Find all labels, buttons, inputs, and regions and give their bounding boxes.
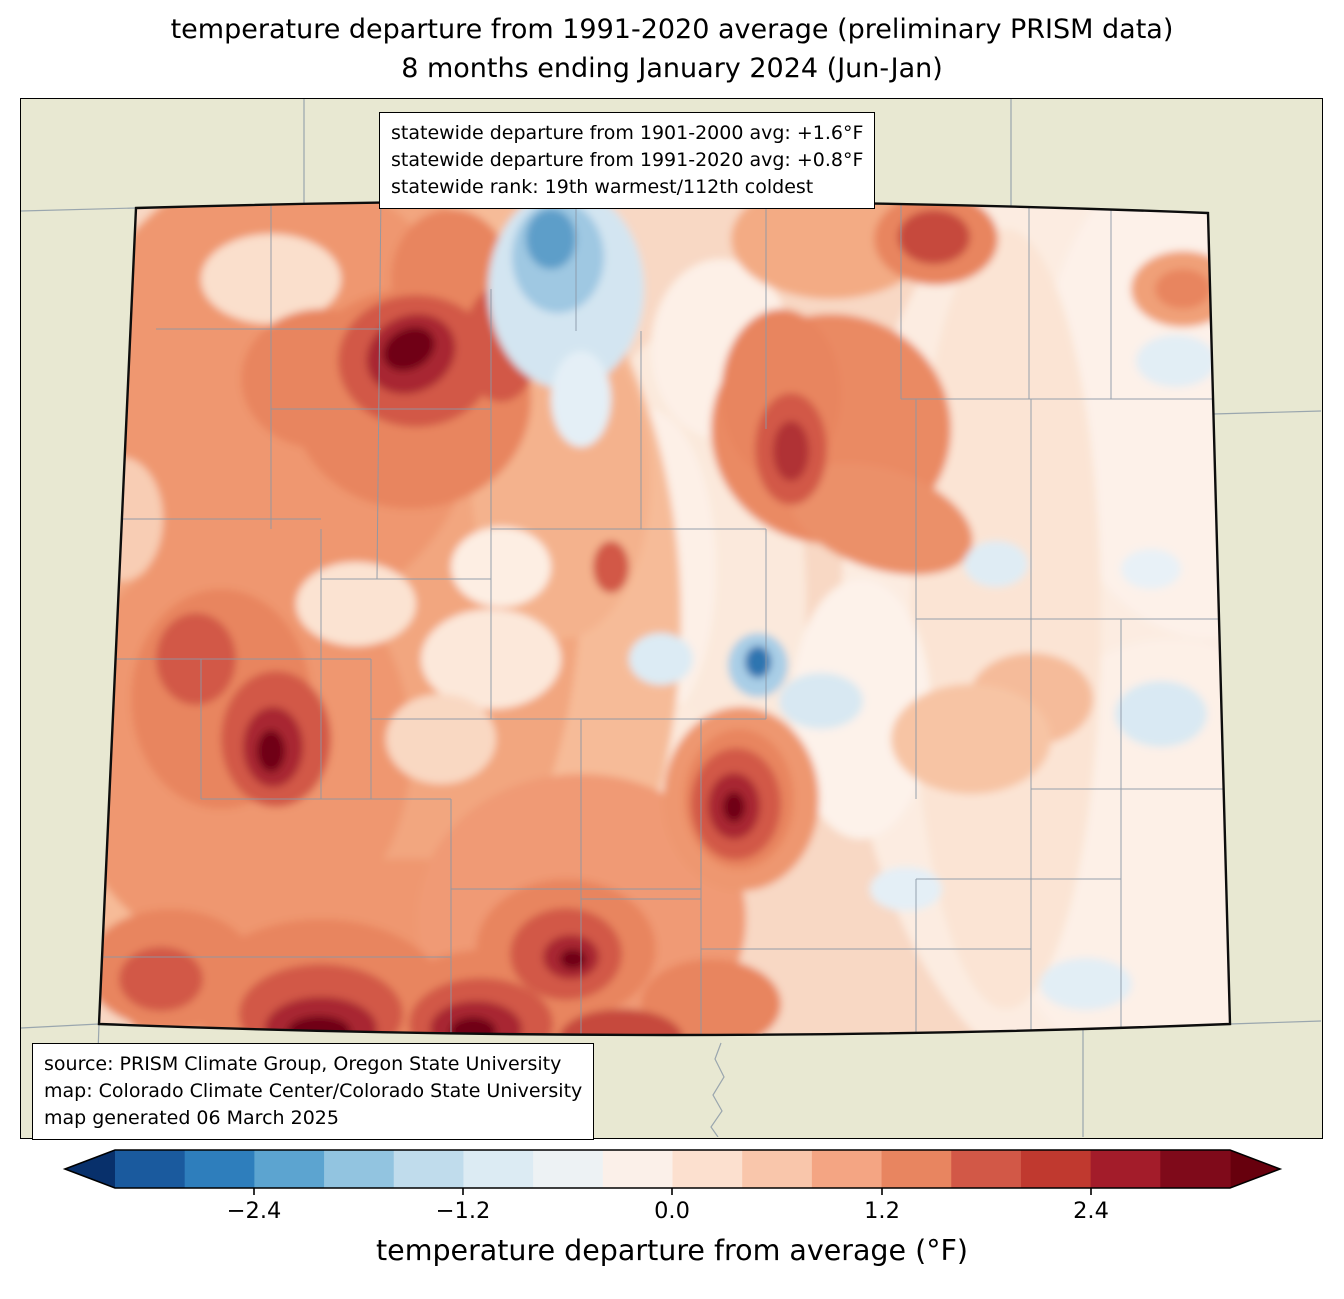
- source-line-3: map generated 06 March 2025: [44, 1106, 339, 1129]
- source-box: source: PRISM Climate Group, Oregon Stat…: [32, 1043, 595, 1140]
- colorbar-tick-label: 1.2: [864, 1198, 900, 1224]
- colorbar-left-arrow: [65, 1150, 115, 1188]
- colorbar-right-arrow: [1230, 1150, 1280, 1188]
- colorbar-segments: [115, 1150, 1231, 1188]
- colorado-map: [21, 99, 1321, 1137]
- stats-box: statewide departure from 1901-2000 avg: …: [379, 112, 876, 209]
- figure-title: temperature departure from 1991-2020 ave…: [0, 10, 1344, 88]
- colorbar-tick-labels: −2.4 −1.2 0.0 1.2 2.4: [0, 1198, 1344, 1228]
- stats-line-3: statewide rank: 19th warmest/112th colde…: [391, 175, 814, 198]
- title-line-2: 8 months ending January 2024 (Jun-Jan): [401, 53, 943, 85]
- temperature-contours: [99, 201, 1230, 1036]
- colorbar-tick-label: 2.4: [1073, 1198, 1109, 1224]
- colorbar-axis-label: temperature departure from average (°F): [375, 1234, 968, 1267]
- river-line: [710, 1042, 725, 1137]
- source-line-2: map: Colorado Climate Center/Colorado St…: [44, 1079, 583, 1102]
- stats-line-2: statewide departure from 1991-2020 avg: …: [391, 148, 864, 171]
- map-frame: statewide departure from 1901-2000 avg: …: [20, 98, 1323, 1140]
- colorbar: [62, 1149, 1283, 1195]
- colorbar-tick-label: −2.4: [226, 1198, 282, 1224]
- colorbar-tickmarks: [253, 1188, 1092, 1195]
- colorbar-tick-label: 0.0: [654, 1198, 690, 1224]
- source-line-1: source: PRISM Climate Group, Oregon Stat…: [44, 1053, 562, 1075]
- title-line-1: temperature departure from 1991-2020 ave…: [170, 14, 1174, 45]
- county-lines: [99, 201, 1230, 1036]
- colorbar-tick-label: −1.2: [435, 1198, 491, 1224]
- stats-line-1: statewide departure from 1901-2000 avg: …: [391, 122, 864, 144]
- colorbar-outline: [62, 1149, 1283, 1189]
